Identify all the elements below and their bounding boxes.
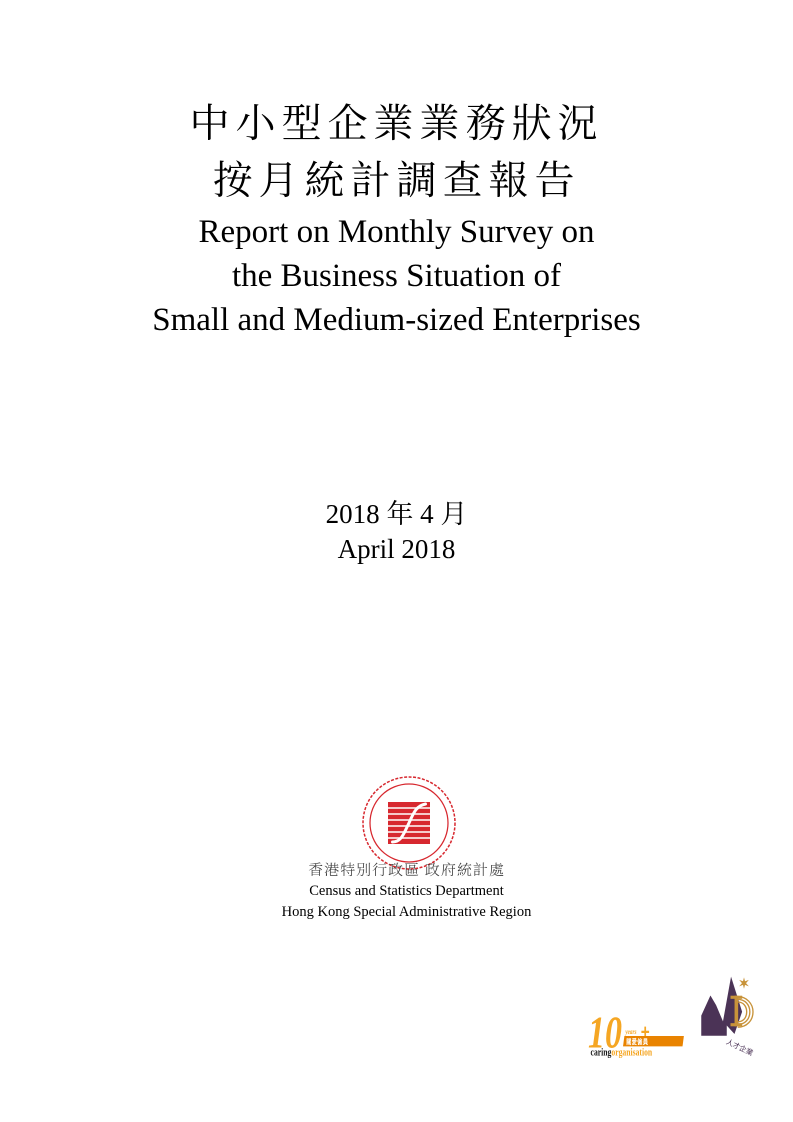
svg-text:人才企業: 人才企業: [725, 1037, 755, 1057]
